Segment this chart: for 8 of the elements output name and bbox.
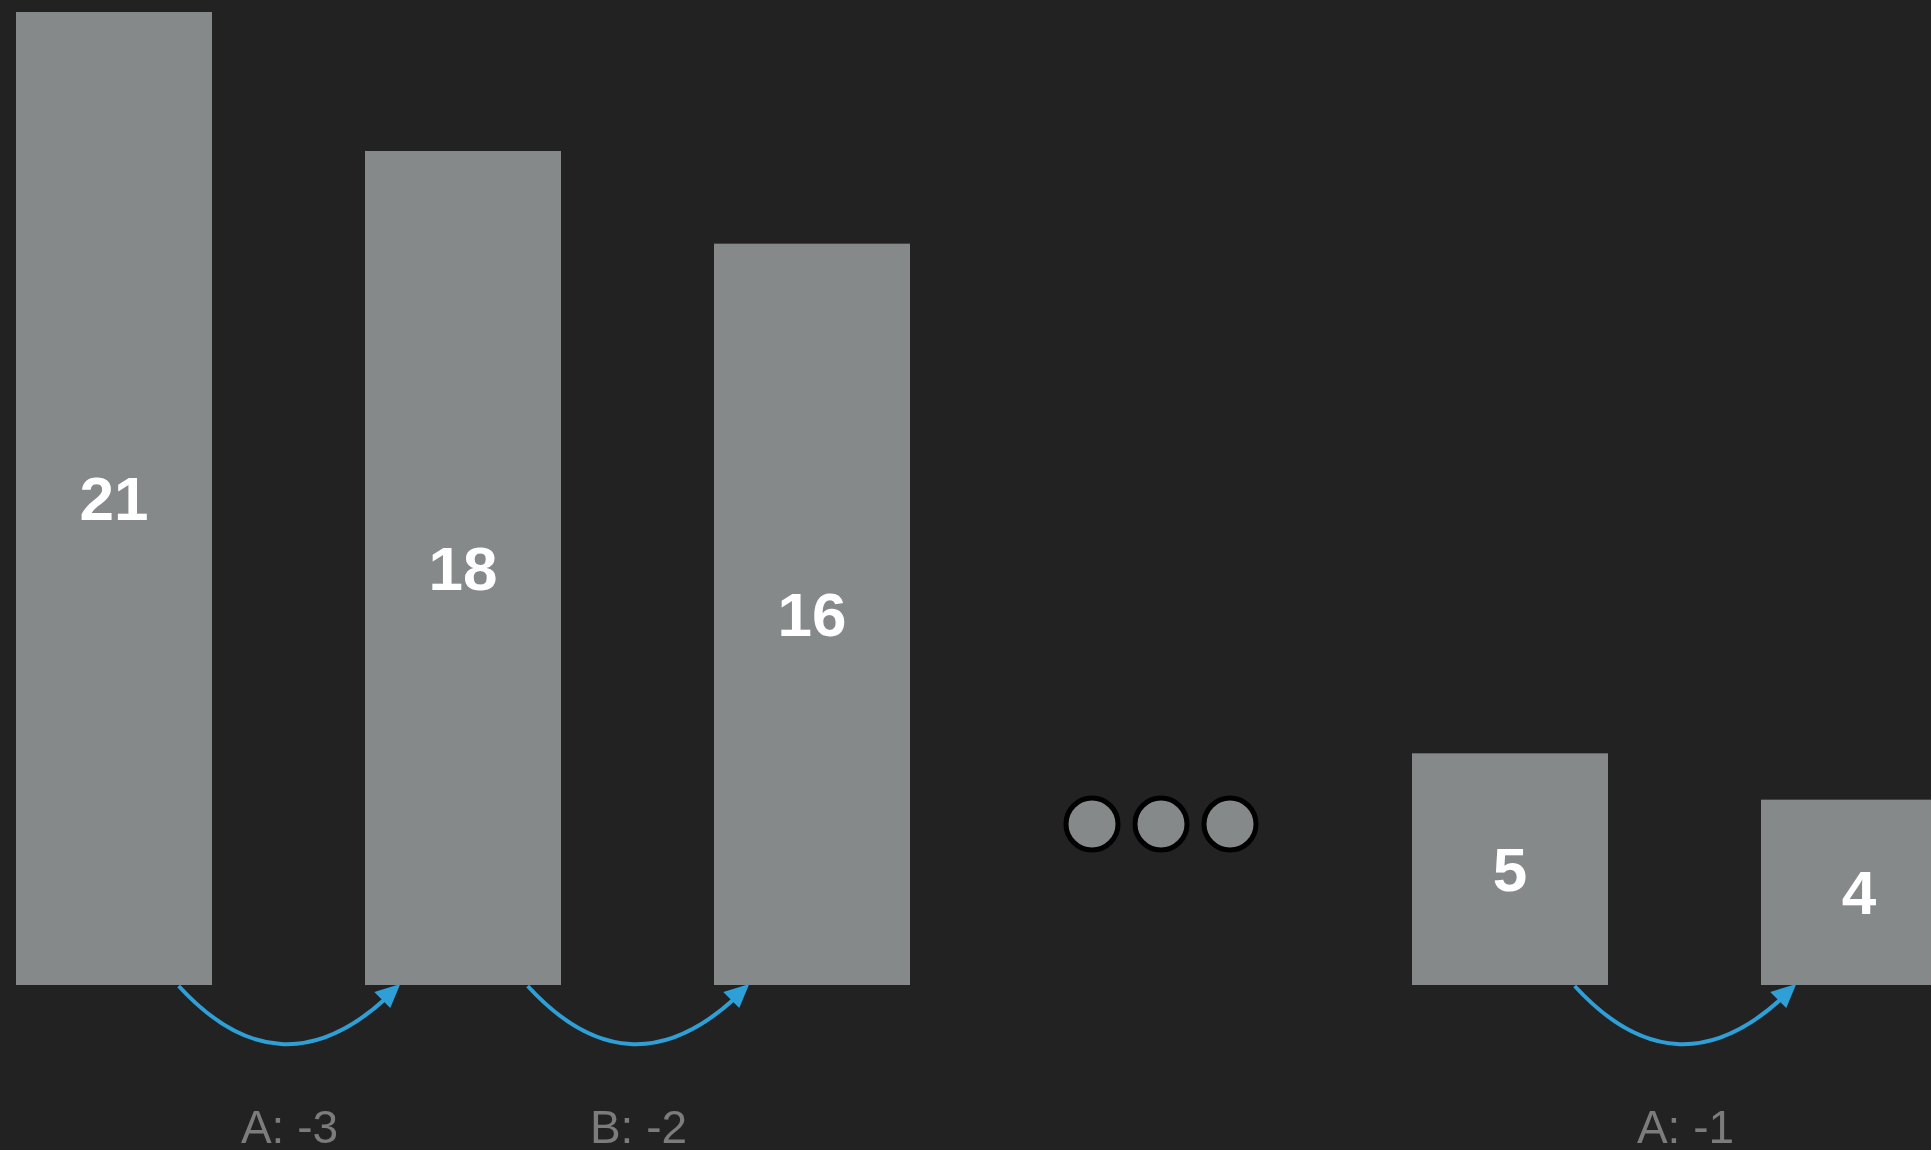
text: B: -2 [589,1101,688,1150]
data-label: 5 [1492,834,1528,904]
text: A: -1 [1636,1101,1735,1150]
data-label: 16 [777,580,847,650]
data-label: 4 [1841,858,1877,928]
text: A: -3 [240,1101,339,1150]
data-label: 21 [79,464,149,534]
data-label: 18 [428,533,498,603]
